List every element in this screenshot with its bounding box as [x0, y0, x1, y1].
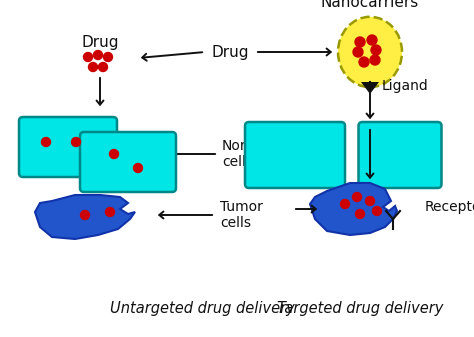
Text: Drug: Drug: [81, 34, 119, 50]
Text: Drug: Drug: [211, 44, 249, 60]
Circle shape: [355, 37, 365, 47]
FancyBboxPatch shape: [245, 122, 345, 188]
Circle shape: [370, 55, 380, 65]
Text: Normal
cells: Normal cells: [222, 139, 273, 169]
FancyBboxPatch shape: [80, 132, 176, 192]
Text: Nanocarriers: Nanocarriers: [321, 0, 419, 10]
Polygon shape: [361, 82, 379, 94]
Circle shape: [93, 51, 102, 60]
Text: Tumor
cells: Tumor cells: [220, 200, 263, 230]
Circle shape: [353, 47, 363, 57]
Polygon shape: [35, 195, 135, 239]
Circle shape: [353, 192, 362, 202]
Circle shape: [103, 53, 112, 61]
Circle shape: [83, 53, 92, 61]
Circle shape: [106, 208, 115, 216]
Circle shape: [72, 137, 81, 147]
Text: Ligand: Ligand: [382, 79, 429, 93]
Circle shape: [371, 45, 381, 55]
Circle shape: [134, 163, 143, 173]
Circle shape: [99, 62, 108, 71]
Circle shape: [359, 57, 369, 67]
Circle shape: [42, 137, 51, 147]
FancyBboxPatch shape: [358, 122, 441, 188]
Circle shape: [81, 211, 90, 219]
Text: Receptor: Receptor: [425, 200, 474, 214]
Circle shape: [356, 210, 365, 218]
Circle shape: [109, 150, 118, 158]
Circle shape: [365, 196, 374, 206]
Polygon shape: [310, 183, 397, 235]
Circle shape: [367, 35, 377, 45]
Circle shape: [373, 207, 382, 215]
Ellipse shape: [338, 17, 402, 87]
FancyBboxPatch shape: [19, 117, 117, 177]
Text: Untargeted drug delivery: Untargeted drug delivery: [110, 302, 295, 316]
Circle shape: [340, 200, 349, 209]
Text: Targeted drug delivery: Targeted drug delivery: [277, 302, 443, 316]
Circle shape: [89, 62, 98, 71]
